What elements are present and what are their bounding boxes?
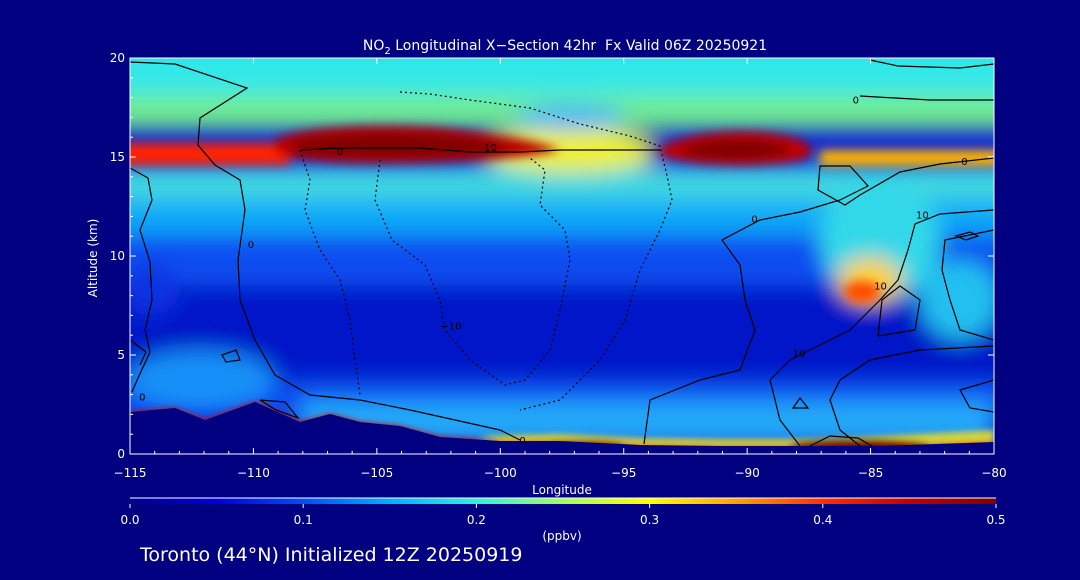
contour-small-loop-3 xyxy=(791,396,810,409)
contour-label: 0 xyxy=(248,240,254,251)
y-tick-label: 0 xyxy=(117,447,125,461)
contour-right-low xyxy=(829,345,994,447)
y-tick-label: 10 xyxy=(110,249,125,263)
x-tick-label: −90 xyxy=(734,466,759,480)
contour-neg-inner xyxy=(374,157,571,386)
x-axis: −115 −110 −105 −100 −95 −90 −85 −80 xyxy=(114,58,1007,480)
contour-small-loop-1 xyxy=(221,349,241,363)
contour-label: 0 xyxy=(751,214,757,225)
contour-label: 0 xyxy=(853,96,859,107)
core-band-right xyxy=(820,150,994,166)
colorbar-tick-label: 0.2 xyxy=(467,513,486,527)
chart-title: NO2 Longitudinal X−Section 42hr Fx Valid… xyxy=(363,38,767,57)
contour-label: −10 xyxy=(440,321,461,332)
contour-label: 0 xyxy=(139,393,145,404)
x-tick-label: −100 xyxy=(484,466,517,480)
x-tick-label: −105 xyxy=(360,466,393,480)
heatmap-area: 0 10 0 0 0 10 0 10 −10 10 0 0 xyxy=(130,58,994,454)
y-tick-label: 5 xyxy=(117,348,125,362)
contour-small-loop-2 xyxy=(954,231,980,241)
contour-center-zero xyxy=(299,147,660,153)
contour-lines xyxy=(130,59,994,447)
x-axis-label: Longitude xyxy=(532,483,592,497)
field-center-lightblue xyxy=(515,106,625,130)
contour-right-ten-2 xyxy=(941,229,994,341)
contour-label: 0 xyxy=(961,157,967,168)
terrain xyxy=(130,402,994,454)
heatmap-field xyxy=(130,58,994,445)
colorbar-ticks: 0.0 0.1 0.2 0.3 0.4 0.5 xyxy=(120,497,1006,527)
high-no2-layer xyxy=(130,126,994,303)
colorbar-tick-label: 0.1 xyxy=(294,513,313,527)
contour-left-zero xyxy=(130,61,521,441)
contour-labels: 0 10 0 0 0 10 0 10 −10 10 0 0 xyxy=(139,96,967,448)
contour-label: 0 xyxy=(519,436,525,447)
field-top-cyan xyxy=(130,58,994,100)
contour-label: 10 xyxy=(916,210,929,221)
contour-left-small xyxy=(130,339,147,366)
contour-right-zero xyxy=(643,157,994,445)
contour-surface-small xyxy=(259,399,300,420)
contour-neg-outer xyxy=(299,91,673,411)
field-left-lowcyan xyxy=(130,350,275,410)
core-band-left xyxy=(130,143,290,165)
core-right-dark xyxy=(680,139,791,159)
y-tick-label: 20 xyxy=(110,51,125,65)
contour-right-ten-inner xyxy=(877,285,921,337)
colorbar-tick-label: 0.5 xyxy=(986,513,1005,527)
colorbar-tick-label: 0.0 xyxy=(120,513,139,527)
right-orange-core xyxy=(844,281,880,303)
field-right-cyan-patch xyxy=(920,260,994,340)
contour-label: 10 xyxy=(874,282,887,293)
contour-right-low-2 xyxy=(959,379,994,413)
contour-left-zero-2 xyxy=(130,167,153,393)
contour-right-top-2 xyxy=(859,95,994,101)
colorbar-tick-label: 0.3 xyxy=(640,513,659,527)
x-tick-label: −95 xyxy=(611,466,636,480)
contour-label: 0 xyxy=(337,147,343,158)
colorbar-unit: (ppbv) xyxy=(542,529,581,543)
contour-surface-right xyxy=(809,435,873,447)
x-tick-label: −80 xyxy=(981,466,1006,480)
x-tick-label: −115 xyxy=(114,466,147,480)
contour-right-top xyxy=(869,59,994,69)
contour-label: 10 xyxy=(484,143,497,154)
x-tick-label: −85 xyxy=(858,466,883,480)
footer-caption: Toronto (44°N) Initialized 12Z 20250919 xyxy=(139,544,523,566)
y-tick-label: 15 xyxy=(110,150,125,164)
colorbar-tick-label: 0.4 xyxy=(813,513,832,527)
field-left-blue-patch xyxy=(130,265,180,315)
contour-label: 10 xyxy=(793,349,806,360)
colorbar xyxy=(130,498,996,504)
y-axis-label: Altitude (km) xyxy=(86,219,100,298)
contour-right-ten xyxy=(769,209,994,447)
y-axis: 0 5 10 15 20 xyxy=(110,51,994,461)
negative-contours xyxy=(299,91,673,411)
x-tick-label: −110 xyxy=(237,466,270,480)
